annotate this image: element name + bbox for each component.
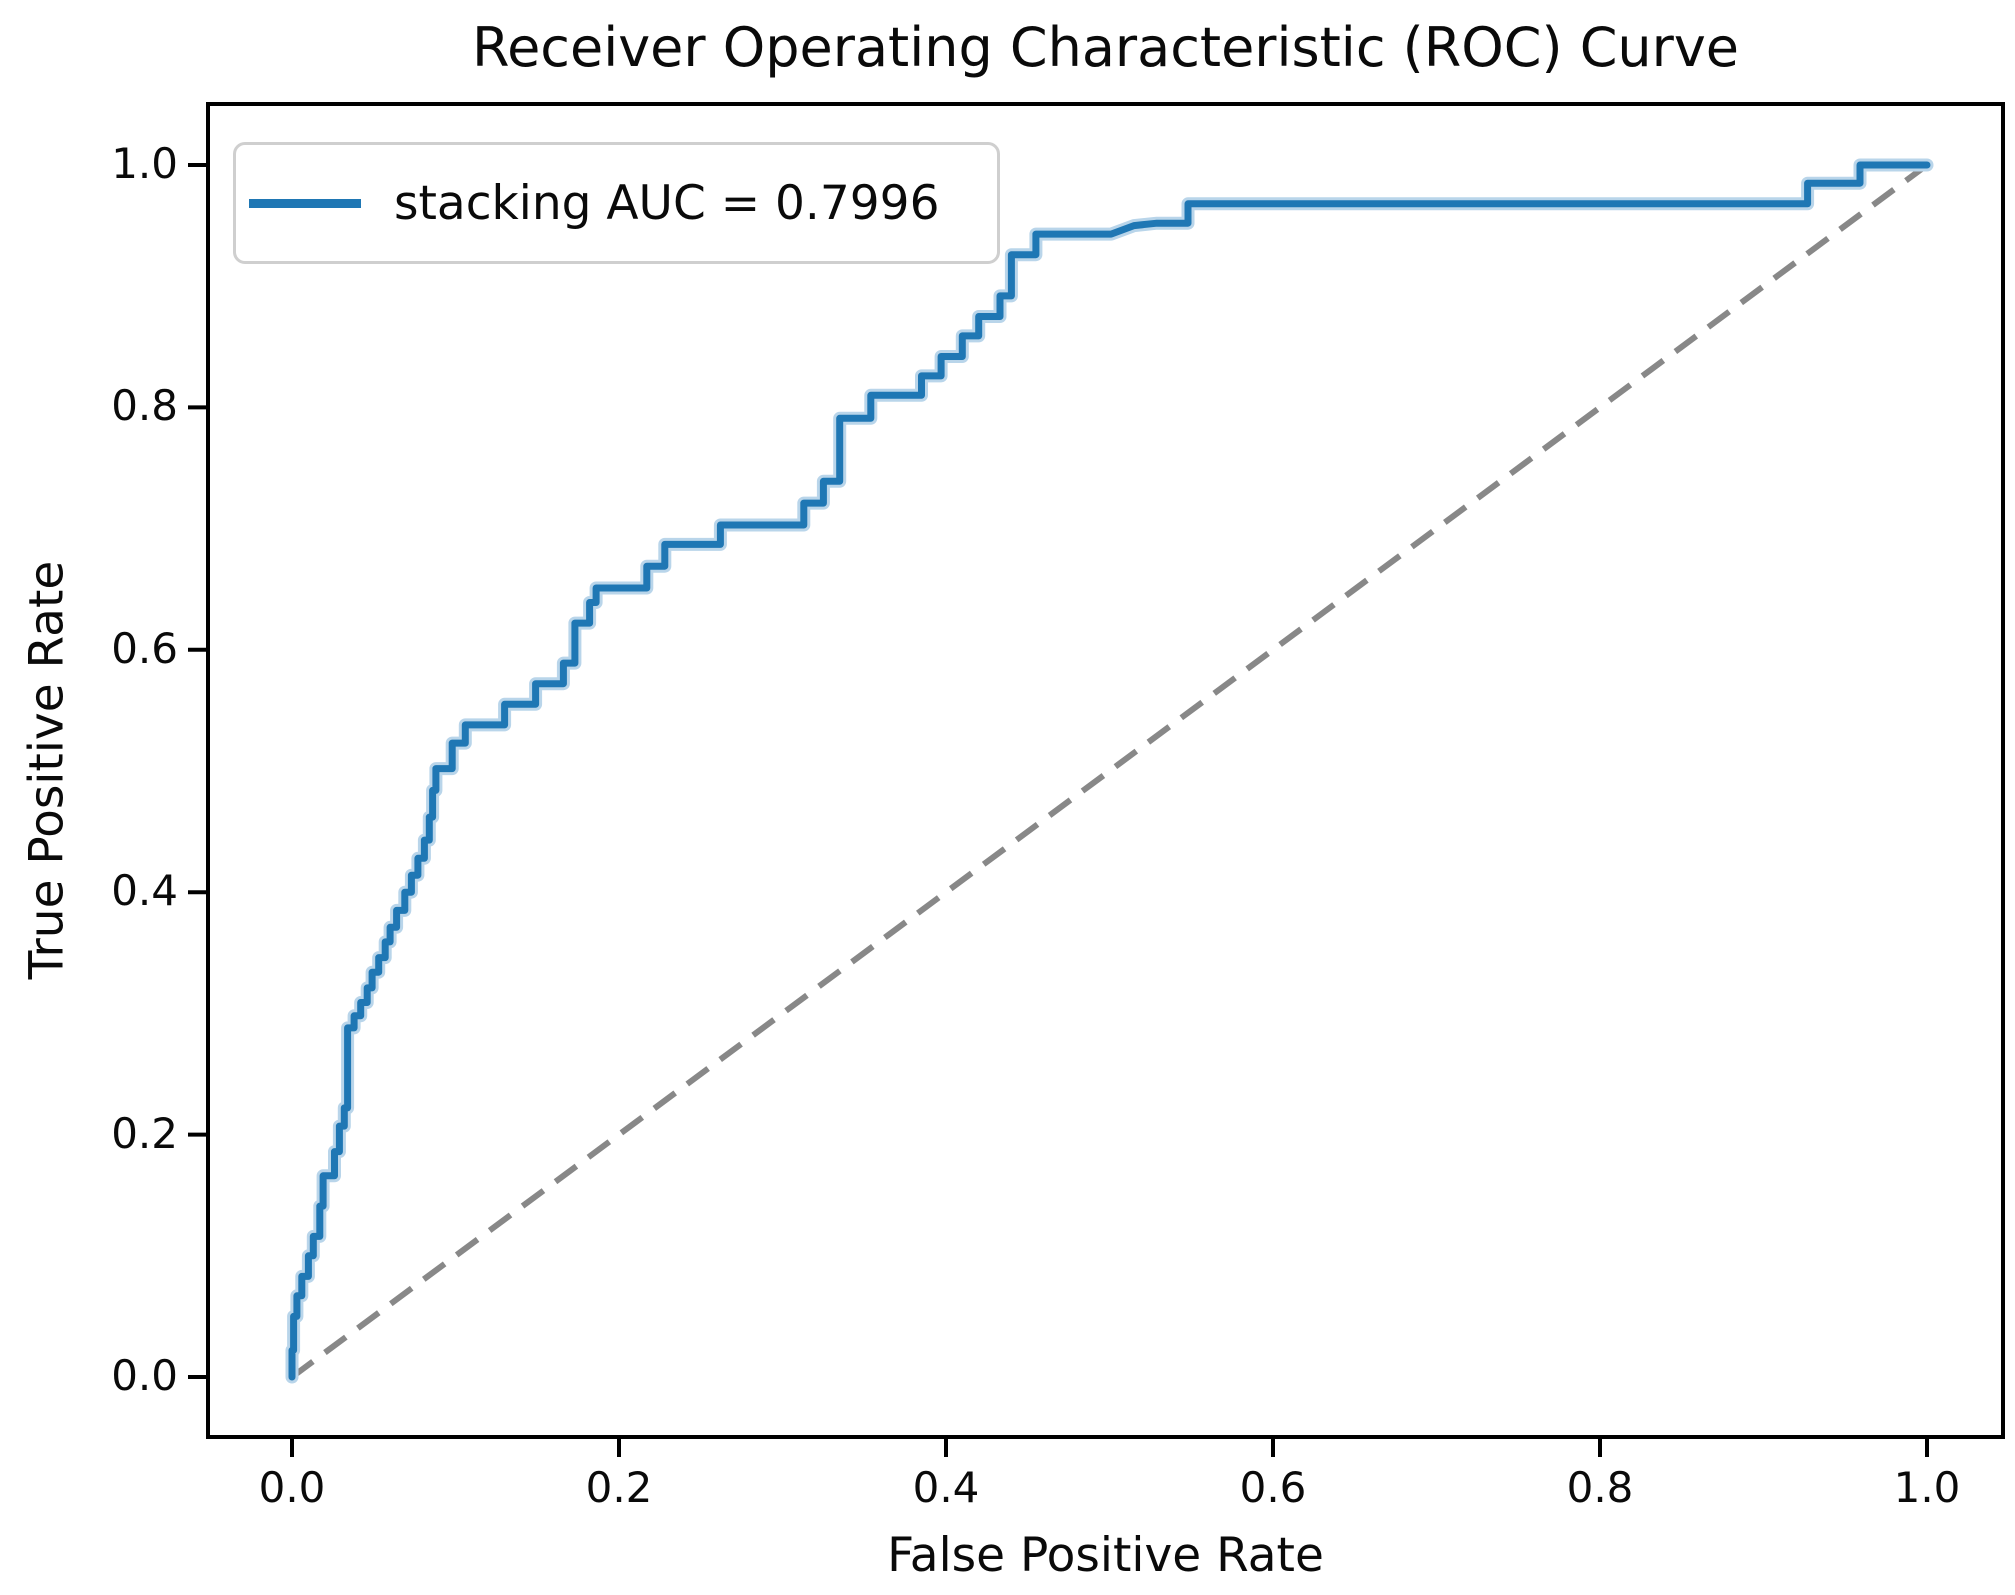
y-axis-label: True Positive Rate (19, 560, 75, 980)
x-tick-label: 0.8 (1566, 1463, 1634, 1512)
legend-box: stacking AUC = 0.7996 (233, 142, 1000, 264)
y-tick-label: 1.0 (111, 139, 178, 188)
x-tick-label: 0.2 (585, 1463, 653, 1512)
roc-curve (288, 161, 1931, 1381)
x-tick-label: 0.4 (912, 1463, 980, 1512)
legend-line-sample (249, 198, 361, 208)
x-tick-label: 1.0 (1893, 1463, 1961, 1512)
x-tick-label: 0.6 (1239, 1463, 1307, 1512)
chance-line (290, 162, 1929, 1380)
x-tick-label: 0.0 (258, 1463, 326, 1512)
tick-marks (188, 163, 1929, 1457)
chart-title: Receiver Operating Characteristic (ROC) … (471, 16, 1740, 79)
y-tick-label: 0.6 (111, 623, 178, 673)
y-tick-label: 0.0 (111, 1351, 178, 1400)
y-tick-label: 0.8 (111, 381, 178, 431)
y-tick-label: 0.4 (111, 866, 178, 916)
x-axis-label: False Positive Rate (887, 1528, 1324, 1583)
y-tick-label: 0.2 (111, 1108, 178, 1158)
legend-label: stacking AUC = 0.7996 (394, 175, 940, 231)
axes-frame (206, 102, 2005, 1439)
